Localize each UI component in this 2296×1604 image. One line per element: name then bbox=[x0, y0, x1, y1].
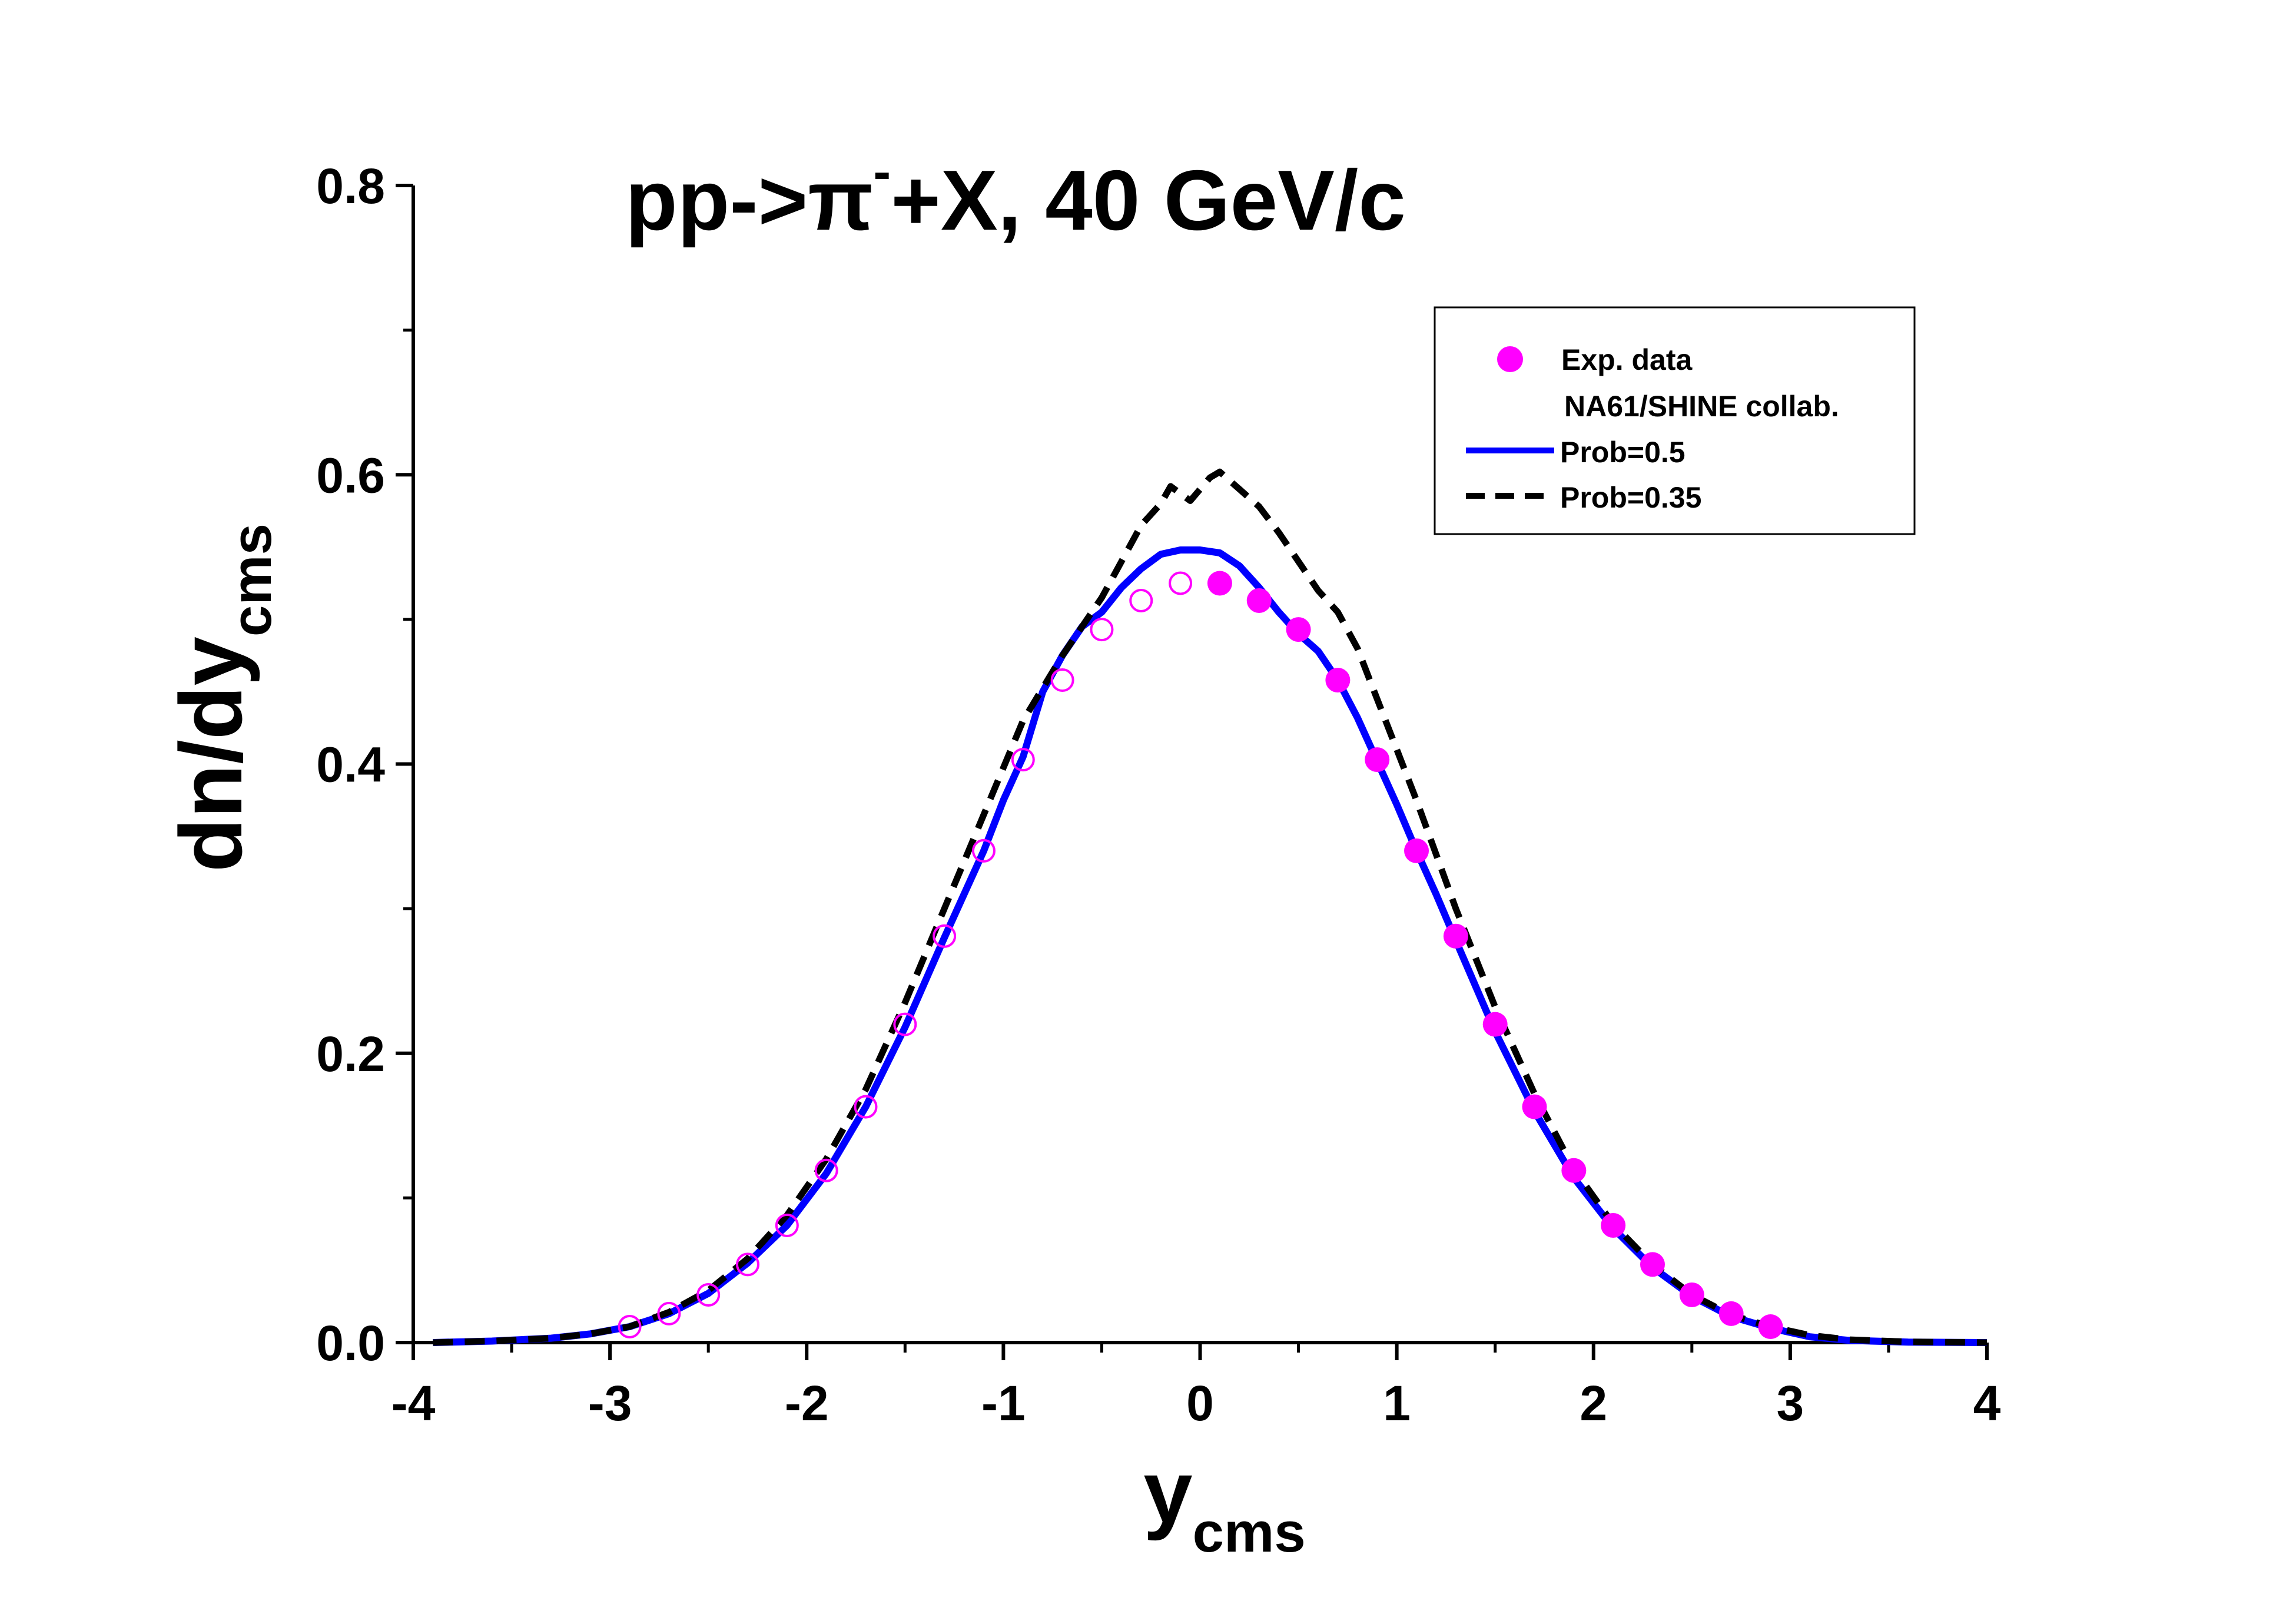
x-tick-label: 1 bbox=[1383, 1376, 1411, 1431]
data-point-exp bbox=[1679, 1282, 1704, 1307]
data-point-exp bbox=[1404, 838, 1429, 863]
data-point-exp bbox=[1522, 1094, 1547, 1119]
x-axis-label-main: y bbox=[1143, 1442, 1192, 1541]
legend-prob05-label: Prob=0.5 bbox=[1560, 436, 1685, 469]
y-tick-label: 0.6 bbox=[316, 448, 385, 503]
y-tick-label: 0.2 bbox=[316, 1026, 385, 1082]
data-point-exp-reflected bbox=[657, 1301, 681, 1325]
x-tick-label: 3 bbox=[1777, 1376, 1804, 1431]
data-point-exp-reflected bbox=[1169, 571, 1193, 595]
data-point-exp bbox=[1561, 1158, 1587, 1183]
data-point-exp-reflected bbox=[814, 1158, 838, 1182]
axes: -4 -3 -2 -1 0 1 2 3 4 0.0 0.2 0.4 0.6 0.8 bbox=[316, 158, 2000, 1431]
series-line-prob-0-5 bbox=[433, 546, 1988, 1346]
chart-title: pp->π-+X, 40 GeV/c bbox=[625, 142, 1406, 248]
legend: Exp. data NA61/SHINE collab. Prob=0.5 Pr… bbox=[1434, 306, 1916, 535]
data-point-exp-reflected bbox=[696, 1282, 721, 1307]
legend-exp-label: Exp. data bbox=[1561, 343, 1693, 376]
data-point-exp bbox=[1443, 923, 1468, 949]
data-point-exp bbox=[1718, 1301, 1744, 1326]
y-tick-label: 0.8 bbox=[316, 158, 385, 214]
data-point-exp bbox=[1325, 668, 1351, 693]
data-point-exp-reflected bbox=[854, 1095, 878, 1119]
series-line-prob-0-35 bbox=[433, 468, 1988, 1346]
x-tick-label: 4 bbox=[1973, 1376, 2001, 1431]
data-point-exp-reflected bbox=[1129, 588, 1153, 612]
legend-exp-sublabel: NA61/SHINE collab. bbox=[1564, 390, 1839, 423]
data-point-exp bbox=[1286, 617, 1311, 642]
data-point-exp bbox=[1207, 571, 1232, 596]
data-point-exp-reflected bbox=[1090, 618, 1114, 642]
x-tick-label: -1 bbox=[981, 1376, 1026, 1431]
x-tick-label: 0 bbox=[1186, 1376, 1214, 1431]
data-point-exp bbox=[1246, 588, 1272, 613]
chart-title-superscript: - bbox=[873, 142, 891, 201]
x-tick-label: -2 bbox=[785, 1376, 829, 1431]
y-axis-label-subscript: cms bbox=[220, 523, 283, 637]
data-point-exp bbox=[1758, 1314, 1783, 1339]
y-tick-label: 0.0 bbox=[316, 1315, 385, 1371]
legend-exp-marker bbox=[1497, 346, 1523, 372]
data-series bbox=[433, 468, 1988, 1346]
chart-title-main: pp->π bbox=[625, 153, 873, 248]
x-axis-label-subscript: cms bbox=[1193, 1501, 1306, 1564]
y-axis-label: dn/dycms bbox=[161, 523, 283, 872]
x-tick-label: -4 bbox=[391, 1376, 436, 1431]
x-axis-label: ycms bbox=[1143, 1442, 1306, 1564]
data-point-exp-reflected bbox=[1011, 748, 1035, 772]
data-point-exp-reflected bbox=[775, 1214, 799, 1238]
data-point-exp bbox=[1640, 1252, 1665, 1277]
data-point-exp bbox=[1365, 747, 1390, 773]
y-axis-label-main: dn/dy bbox=[161, 637, 260, 872]
data-point-exp-reflected bbox=[618, 1314, 642, 1338]
data-point-exp bbox=[1482, 1012, 1508, 1037]
data-point-exp bbox=[1601, 1213, 1626, 1238]
data-point-exp-reflected bbox=[933, 924, 957, 948]
x-tick-label: -3 bbox=[588, 1376, 632, 1431]
legend-prob035-label: Prob=0.35 bbox=[1560, 481, 1701, 514]
data-point-exp-reflected bbox=[1050, 668, 1074, 692]
legend-box bbox=[1434, 306, 1916, 535]
chart-title-rest: +X, 40 GeV/c bbox=[891, 153, 1406, 248]
x-tick-label: 2 bbox=[1580, 1376, 1607, 1431]
y-tick-label: 0.4 bbox=[316, 737, 385, 793]
data-point-exp-reflected bbox=[971, 839, 996, 863]
data-point-exp-reflected bbox=[893, 1012, 917, 1036]
data-point-exp-reflected bbox=[736, 1252, 760, 1277]
